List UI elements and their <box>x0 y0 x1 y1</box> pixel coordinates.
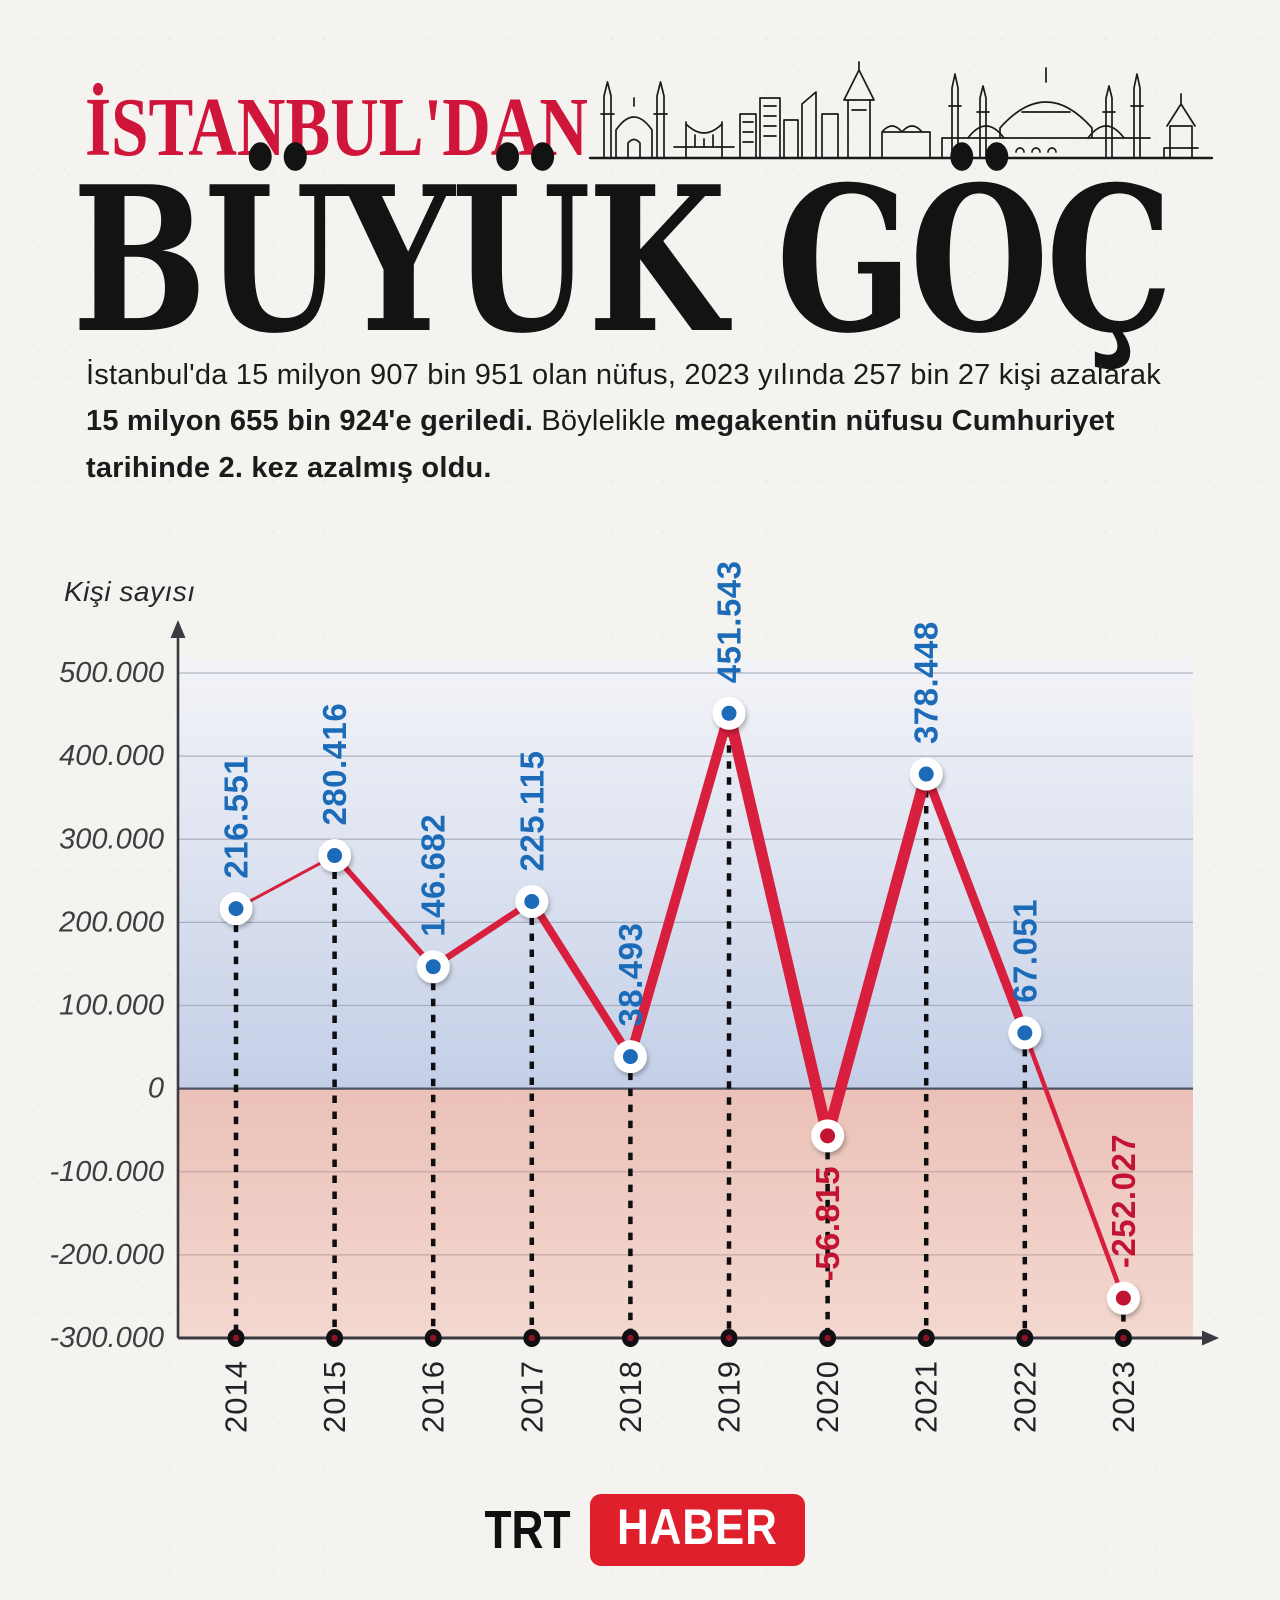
y-axis-arrow-icon <box>170 620 186 638</box>
data-point-dot-2021 <box>918 766 934 782</box>
year-label-2017: 2017 <box>514 1360 549 1433</box>
value-label-2014: 216.551 <box>218 756 255 879</box>
x-tick-dot-center-2015 <box>331 1334 338 1342</box>
trt-haber-logo: TRT HABER <box>0 1494 1280 1566</box>
value-label-2023: -252.027 <box>1105 1134 1142 1268</box>
intro-text-2: Böylelikle <box>533 405 675 438</box>
logo-trt-text: TRT <box>484 1500 571 1560</box>
x-axis-arrow-icon <box>1202 1330 1219 1346</box>
kicker-title: İSTANBUL'DAN <box>85 81 588 174</box>
y-tick-label: 400.000 <box>59 740 164 772</box>
trend-segment-2019 <box>723 707 834 1142</box>
data-point-dot-2022 <box>1017 1025 1033 1041</box>
intro-text: İstanbul'da 15 milyon 907 bin 951 olan n… <box>86 352 1166 491</box>
x-tick-dot-center-2023 <box>1120 1334 1127 1342</box>
x-tick-dot-center-2020 <box>824 1334 831 1342</box>
year-label-2014: 2014 <box>219 1360 254 1433</box>
data-point-dot-2017 <box>524 893 540 909</box>
trend-segment-2022 <box>1022 1030 1126 1301</box>
trend-segment-2018 <box>625 708 734 1062</box>
data-point-dot-2014 <box>228 901 244 917</box>
y-tick-label: -200.000 <box>50 1239 165 1271</box>
data-point-dot-2016 <box>425 959 441 975</box>
data-point-dot-2020 <box>820 1128 836 1144</box>
value-label-2019: 451.543 <box>711 560 748 683</box>
intro-bold-1: 15 milyon 655 bin 924'e geriledi. <box>86 405 534 438</box>
year-label-2022: 2022 <box>1007 1360 1042 1433</box>
value-label-2021: 378.448 <box>908 621 945 744</box>
hagia-sophia-icon <box>941 137 1151 159</box>
value-label-2018: 38.493 <box>612 923 649 1027</box>
trend-segment-2017 <box>527 897 635 1061</box>
data-point-dot-2018 <box>622 1049 638 1065</box>
value-label-2022: 67.051 <box>1006 899 1043 1003</box>
trend-segment-2020 <box>821 768 932 1142</box>
year-label-2016: 2016 <box>416 1360 451 1433</box>
data-point-dot-2023 <box>1115 1290 1131 1306</box>
trend-segment-2014 <box>234 854 337 911</box>
logo-haber-text: HABER <box>617 1499 778 1555</box>
x-tick-dot-center-2018 <box>627 1334 634 1342</box>
bridge-icon <box>673 121 735 159</box>
page-title: BÜYÜK GÖÇ <box>72 143 1173 378</box>
y-tick-label: 0 <box>148 1073 164 1105</box>
value-label-2015: 280.416 <box>316 703 353 826</box>
x-tick-dot-center-2014 <box>232 1334 240 1342</box>
x-tick-dot-center-2016 <box>430 1334 437 1342</box>
data-point-dot-2019 <box>721 705 737 721</box>
x-tick-dot-center-2017 <box>528 1334 535 1342</box>
migration-line-chart: 500.000 400.000 300.000 200.000 100.000 0 -100… <box>50 560 1219 1433</box>
year-label-2023: 2023 <box>1106 1360 1141 1433</box>
year-label-2021: 2021 <box>909 1360 944 1433</box>
y-tick-label: 100.000 <box>59 990 164 1022</box>
y-tick-label: -100.000 <box>50 1156 165 1188</box>
trend-segment-2021 <box>921 769 1030 1038</box>
galata-tower-icon <box>843 61 875 159</box>
mosque-dome-icon <box>615 116 653 159</box>
chart-y-axis-title: Kişi sayısı <box>64 576 196 607</box>
data-point-dot-2015 <box>327 848 343 864</box>
y-tick-label: 300.000 <box>59 823 164 855</box>
y-tick-label: 500.000 <box>59 657 164 689</box>
x-tick-dot-center-2019 <box>725 1334 733 1342</box>
year-label-2018: 2018 <box>613 1360 648 1433</box>
year-label-2019: 2019 <box>712 1360 747 1433</box>
y-tick-label: -300.000 <box>50 1322 165 1354</box>
x-tick-dot-center-2022 <box>1021 1334 1028 1342</box>
logo-haber-badge: HABER <box>590 1494 805 1566</box>
trend-segment-2016 <box>429 898 536 970</box>
y-tick-label: 200.000 <box>58 906 164 938</box>
intro-text-1: İstanbul'da 15 milyon 907 bin 951 olan n… <box>86 359 1161 391</box>
istanbul-skyline-illustration <box>588 61 1214 160</box>
intro-bold-2: megakentin nüfusu Cumhuriyet tarihinde 2… <box>86 405 1115 484</box>
value-label-2016: 146.682 <box>415 814 452 937</box>
maiden-tower-icon <box>1163 93 1199 159</box>
x-tick-dot-center-2021 <box>923 1334 930 1342</box>
value-label-2017: 225.115 <box>513 751 550 872</box>
plot-area-negative <box>178 1088 1193 1338</box>
year-label-2015: 2015 <box>317 1360 352 1433</box>
value-label-2020: -56.815 <box>809 1166 846 1281</box>
trend-segment-2015 <box>331 852 436 970</box>
year-label-2020: 2020 <box>810 1360 845 1433</box>
